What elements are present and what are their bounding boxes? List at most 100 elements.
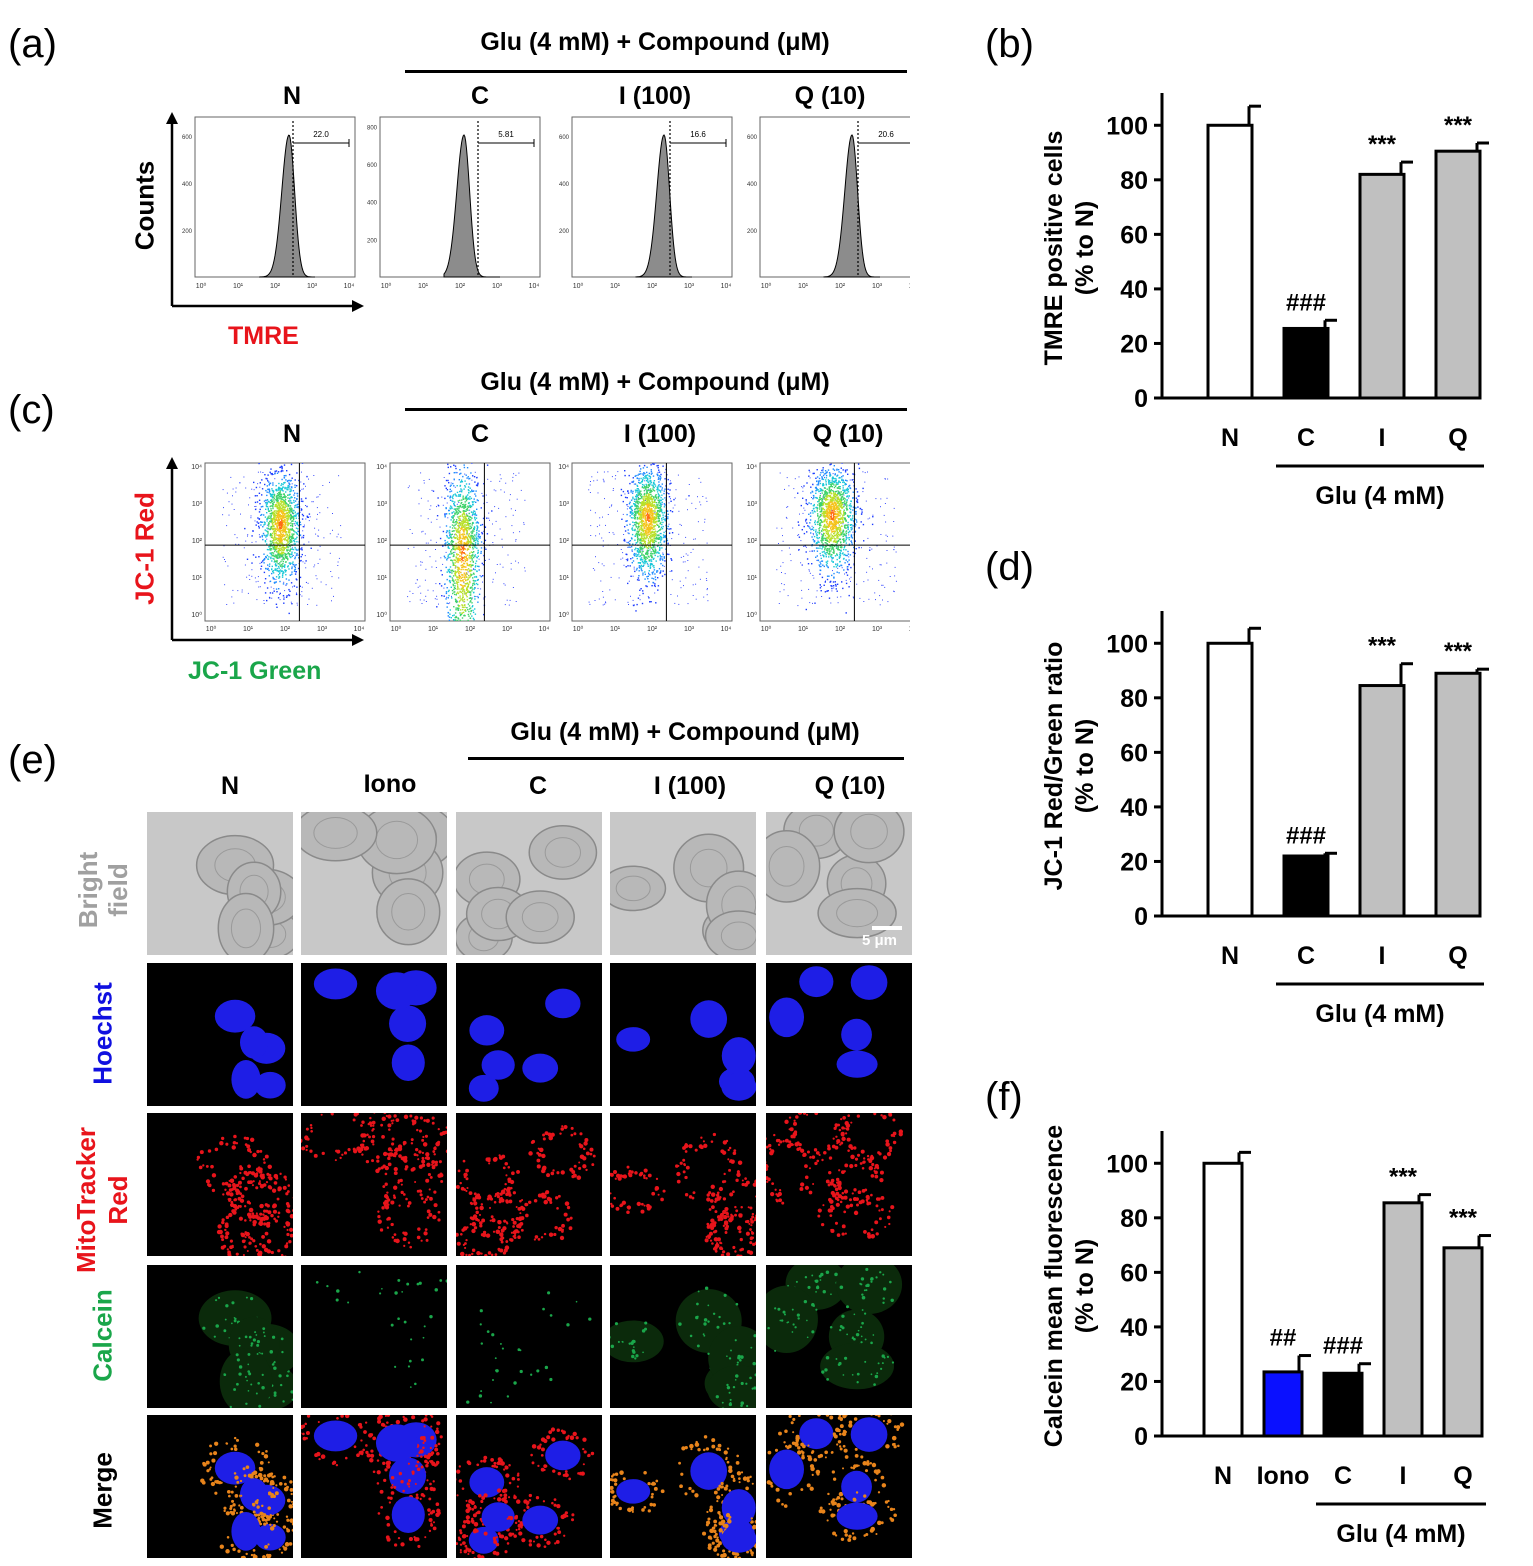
scatter-dot [261, 534, 263, 537]
scatter-dot [289, 555, 291, 558]
scatter-dot [327, 507, 329, 509]
scatter-dot [273, 495, 275, 497]
scatter-dot [460, 634, 461, 635]
scatter-dot [635, 525, 637, 528]
scatter-dot [288, 529, 291, 531]
scatter-dot [290, 522, 292, 524]
scatter-dot [650, 520, 652, 522]
group-label-c-n: N [282, 420, 302, 448]
scatter-dot [456, 592, 458, 595]
scatter-dot [449, 581, 451, 584]
scatter-dot [284, 590, 286, 592]
scatter-dot [658, 525, 660, 527]
scatter-dot [293, 539, 295, 542]
scatter-dot [654, 499, 656, 502]
scatter-dot [477, 623, 478, 624]
scatter-dot [276, 554, 278, 556]
scatter-dot [642, 530, 644, 532]
scatter-dot [611, 476, 613, 478]
scatter-dot [455, 615, 457, 618]
scatter-dot [468, 459, 469, 460]
scatter-dot [638, 482, 641, 484]
scatter-dot [272, 496, 274, 498]
scatter-dot [629, 523, 631, 526]
scatter-dot [278, 509, 280, 511]
scatter-dot [270, 586, 272, 588]
scatter-dot [305, 518, 307, 520]
scatter-dot [641, 486, 644, 488]
scatter-dot [475, 596, 477, 597]
scatter-dot [271, 568, 273, 571]
scatter-dot [277, 551, 280, 554]
scatter-dot [642, 525, 645, 527]
scatter-dot [632, 525, 634, 527]
scatter-dot [645, 500, 646, 501]
scatter-dot [260, 524, 262, 526]
scatter-dot [462, 626, 463, 627]
scatter-dot [275, 498, 277, 501]
scatter-dot [284, 503, 286, 505]
scatter-dot [648, 509, 650, 512]
scatter-dot [460, 584, 462, 586]
x-tick-label: 10³ [317, 626, 328, 633]
scatter-dot [661, 487, 663, 489]
scatter-dot [476, 529, 478, 532]
scatter-dot [272, 570, 274, 573]
scatter-dot [456, 503, 458, 505]
scatter-dot [288, 522, 291, 525]
scatter-dot [626, 524, 628, 526]
scatter-dot [310, 547, 312, 549]
scatter-dot [275, 512, 278, 514]
scatter-dot [274, 538, 276, 541]
scatter-dot [600, 580, 602, 582]
scatter-dot [265, 504, 268, 506]
scatter-dot [460, 574, 463, 576]
scatter-dot [460, 488, 462, 490]
scatter-dot [246, 558, 249, 560]
scatter-dot [292, 536, 294, 538]
scatter-dot [475, 560, 478, 562]
scatter-dot [462, 522, 464, 525]
scatter-dot [289, 539, 291, 542]
scatter-dot [650, 493, 652, 496]
scatter-dot [462, 527, 464, 529]
scatter-dot [654, 554, 656, 557]
scatter-dot [338, 557, 340, 559]
scatter-dot [480, 550, 482, 553]
scatter-dot [638, 498, 640, 500]
scatter-dot [289, 550, 291, 552]
scatter-dot [286, 595, 288, 597]
scatter-dot [645, 545, 647, 548]
scatter-dot [640, 493, 643, 495]
scatter-dot [430, 521, 432, 523]
scatter-dot [288, 554, 291, 556]
scatter-dot [465, 518, 467, 520]
scatter-dot [635, 569, 638, 571]
scatter-dot [592, 568, 594, 569]
scatter-dot [645, 527, 647, 529]
scatter-dot [633, 514, 636, 516]
scatter-dot [276, 567, 278, 570]
scatter-dot [620, 494, 623, 497]
scatter-dot [456, 584, 459, 586]
scatter-dot [632, 517, 634, 519]
scatter-dot [272, 511, 275, 514]
scatter-dot [279, 487, 281, 489]
scatter-dot [655, 507, 657, 509]
scatter-dot [460, 588, 462, 590]
scatter-dot [647, 538, 650, 540]
scatter-dot [657, 589, 659, 591]
scatter-dot [657, 551, 659, 553]
scatter-dot [634, 483, 637, 485]
scatter-dot [465, 537, 468, 539]
scatter-dot [271, 597, 273, 599]
scatter-dot [642, 565, 644, 567]
scatter-dot [666, 527, 668, 530]
scatter-dot [283, 506, 285, 508]
scatter-dot [289, 528, 292, 530]
scatter-dot [278, 540, 280, 542]
scatter-dot [449, 491, 451, 493]
scatter-dot [639, 589, 641, 591]
